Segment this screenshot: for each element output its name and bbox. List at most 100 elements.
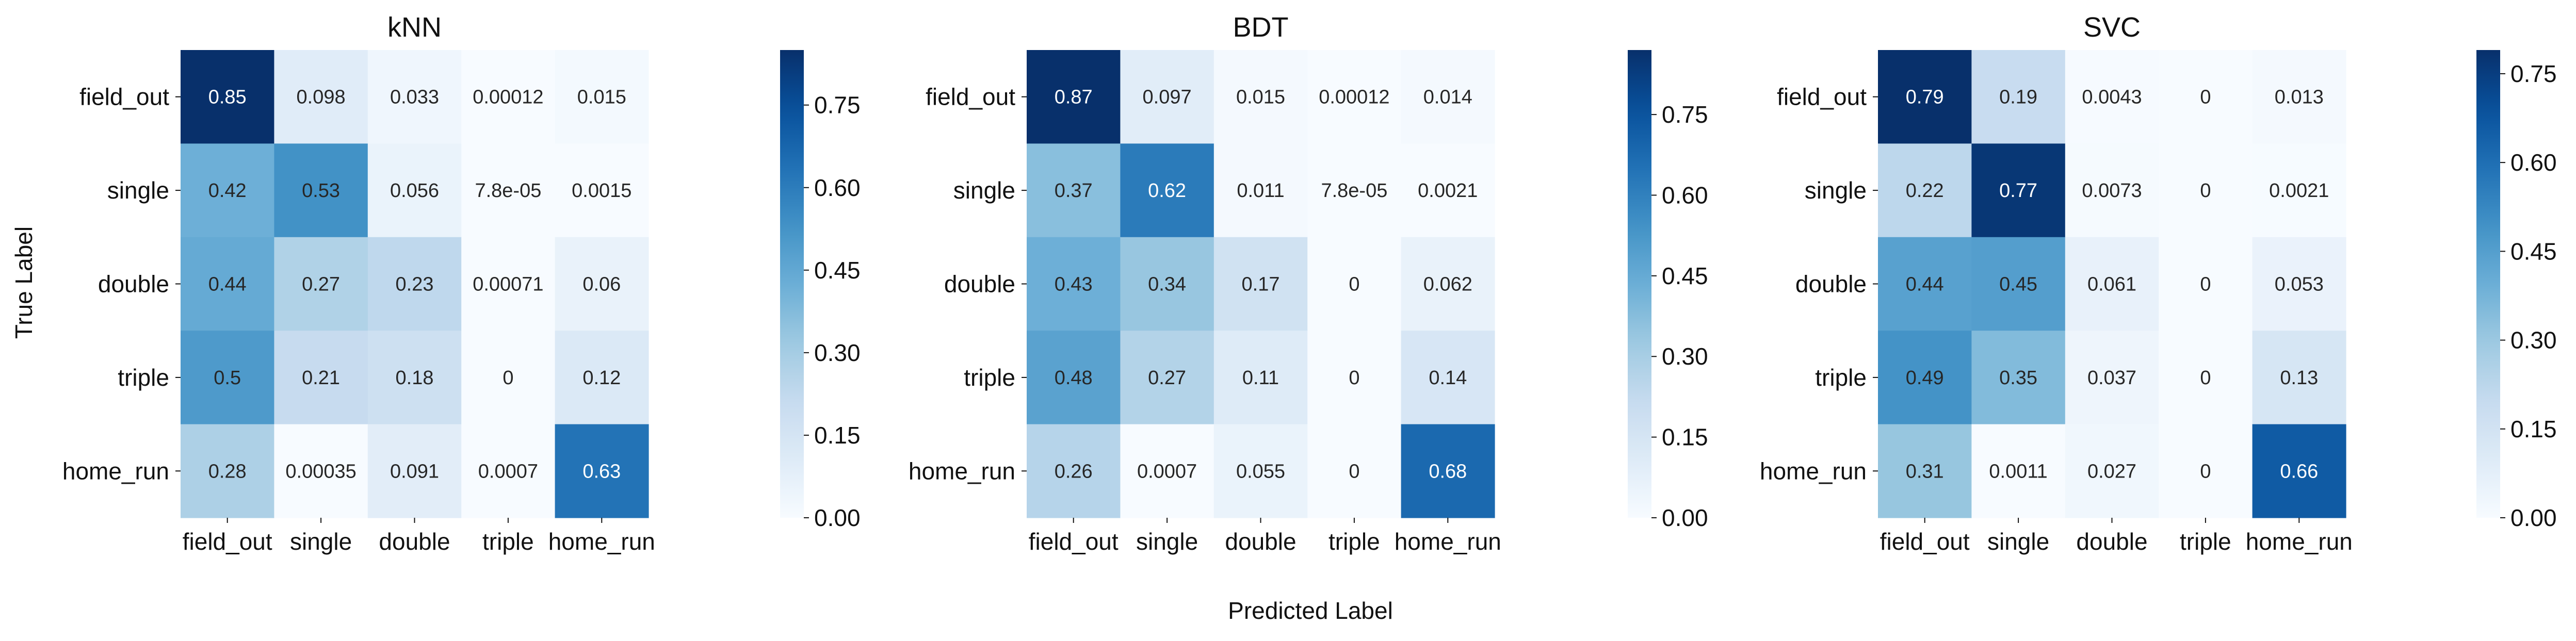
heatmap-cell xyxy=(1878,424,1972,518)
cell-value-label: 0.62 xyxy=(1148,180,1186,202)
x-tick-label: home_run xyxy=(548,528,655,555)
heatmap-cell xyxy=(555,143,649,238)
cell-value-label: 7.8e-05 xyxy=(1321,180,1387,202)
heatmap-cell xyxy=(1971,237,2066,331)
heatmap-cell xyxy=(1401,331,1495,425)
heatmap-cell xyxy=(274,424,368,518)
x-tick-label: triple xyxy=(2180,528,2231,555)
x-tick-label: double xyxy=(2076,528,2147,555)
heatmap-cell xyxy=(367,50,462,144)
cell-value-label: 0 xyxy=(1349,461,1359,482)
y-tick-label: double xyxy=(98,271,169,298)
cell-value-label: 0.19 xyxy=(1999,87,2037,108)
heatmap-cell xyxy=(461,424,556,518)
colorbar-tick-label: 0.45 xyxy=(2510,238,2557,265)
panel-title: kNN xyxy=(387,12,442,43)
heatmap-cell xyxy=(1120,50,1214,144)
colorbar-tick-label: 0.30 xyxy=(814,339,861,366)
x-tick-label: single xyxy=(1136,528,1198,555)
cell-value-label: 0.79 xyxy=(1906,87,1944,108)
heatmap-cell xyxy=(1307,237,1402,331)
cell-value-label: 0.056 xyxy=(390,180,439,202)
heatmap-cell xyxy=(1307,143,1402,238)
heatmap-cell xyxy=(1213,424,1308,518)
cell-value-label: 0.033 xyxy=(390,87,439,108)
cell-value-label: 0.77 xyxy=(1999,180,2037,202)
heatmap-cell xyxy=(1120,237,1214,331)
cell-value-label: 0.015 xyxy=(1236,87,1285,108)
colorbar-tick-label: 0.45 xyxy=(1662,262,1708,289)
heatmap-cell xyxy=(555,50,649,144)
cell-value-label: 0.27 xyxy=(302,274,340,295)
y-tick-label: double xyxy=(944,271,1015,298)
cell-value-label: 0.37 xyxy=(1055,180,1093,202)
y-tick-label: field_out xyxy=(79,84,169,110)
heatmap-cell xyxy=(1027,143,1121,238)
colorbar-tick-label: 0.00 xyxy=(1662,504,1708,531)
cell-value-label: 0.12 xyxy=(582,367,621,389)
cell-value-label: 0.44 xyxy=(208,274,247,295)
cell-value-label: 0.31 xyxy=(1906,461,1944,482)
colorbar xyxy=(2476,50,2500,518)
heatmap-cell xyxy=(181,50,274,144)
cell-value-label: 0.28 xyxy=(208,461,247,482)
cell-value-label: 0.66 xyxy=(2280,461,2318,482)
heatmap-cell xyxy=(1213,331,1308,425)
cell-value-label: 0.21 xyxy=(302,367,340,389)
cell-value-label: 0 xyxy=(1349,367,1359,389)
colorbar-tick-label: 0.45 xyxy=(814,257,861,284)
cell-value-label: 0.027 xyxy=(2087,461,2136,482)
heatmap-cell xyxy=(555,237,649,331)
heatmap-cell xyxy=(1120,424,1214,518)
heatmap-cell xyxy=(2065,331,2159,425)
y-tick-label: triple xyxy=(118,364,169,391)
heatmap-cell xyxy=(2252,50,2346,144)
heatmap-cell xyxy=(181,237,274,331)
colorbar-tick-label: 0.00 xyxy=(814,504,861,531)
cell-value-label: 0.17 xyxy=(1242,274,1280,295)
cell-value-label: 0.5 xyxy=(214,367,241,389)
cell-value-label: 0.14 xyxy=(1429,367,1467,389)
cell-value-label: 0.34 xyxy=(1148,274,1186,295)
cell-value-label: 0.098 xyxy=(297,87,346,108)
y-tick-label: double xyxy=(1795,271,1867,298)
cell-value-label: 0.49 xyxy=(1906,367,1944,389)
cell-value-label: 0 xyxy=(2200,87,2211,108)
heatmap-panel-svc: SVC 0.79 0.19 0.0043 0 0.013 0.22 0.77 0.0073 0 0.… xyxy=(1760,12,2557,555)
cell-value-label: 0 xyxy=(2200,180,2211,202)
heatmap-cell xyxy=(2252,143,2346,238)
heatmap-cell xyxy=(2252,237,2346,331)
heatmap-cell xyxy=(367,331,462,425)
cell-value-label: 0.061 xyxy=(2087,274,2136,295)
cell-value-label: 0.35 xyxy=(1999,367,2037,389)
y-axis-label: True Label xyxy=(10,226,37,339)
heatmap-cell xyxy=(181,143,274,238)
heatmap-cell xyxy=(2065,50,2159,144)
colorbar-tick-label: 0.30 xyxy=(1662,343,1708,370)
x-tick-label: double xyxy=(1225,528,1296,555)
y-tick-label: single xyxy=(953,177,1015,204)
heatmap-cell xyxy=(1213,50,1308,144)
cell-value-label: 0.00071 xyxy=(473,274,543,295)
heatmap-cell xyxy=(461,50,556,144)
colorbar-tick-label: 0.15 xyxy=(1662,424,1708,451)
x-tick-label: triple xyxy=(1328,528,1380,555)
heatmap-cell xyxy=(1401,237,1495,331)
cell-value-label: 0.85 xyxy=(208,87,247,108)
heatmap-cell xyxy=(2159,424,2253,518)
cell-value-label: 0.037 xyxy=(2087,367,2136,389)
y-tick-label: triple xyxy=(1815,364,1867,391)
cell-value-label: 0.26 xyxy=(1055,461,1093,482)
heatmap-cell xyxy=(2065,424,2159,518)
cell-value-label: 0.48 xyxy=(1055,367,1093,389)
heatmap-cell xyxy=(181,424,274,518)
heatmap-cell xyxy=(1401,50,1495,144)
heatmap-cell xyxy=(2065,143,2159,238)
cell-value-label: 0.18 xyxy=(396,367,434,389)
x-tick-label: home_run xyxy=(1395,528,1501,555)
y-tick-label: single xyxy=(107,177,169,204)
heatmap-cell xyxy=(2159,237,2253,331)
cell-value-label: 0.22 xyxy=(1906,180,1944,202)
panel-title: SVC xyxy=(2083,12,2141,43)
